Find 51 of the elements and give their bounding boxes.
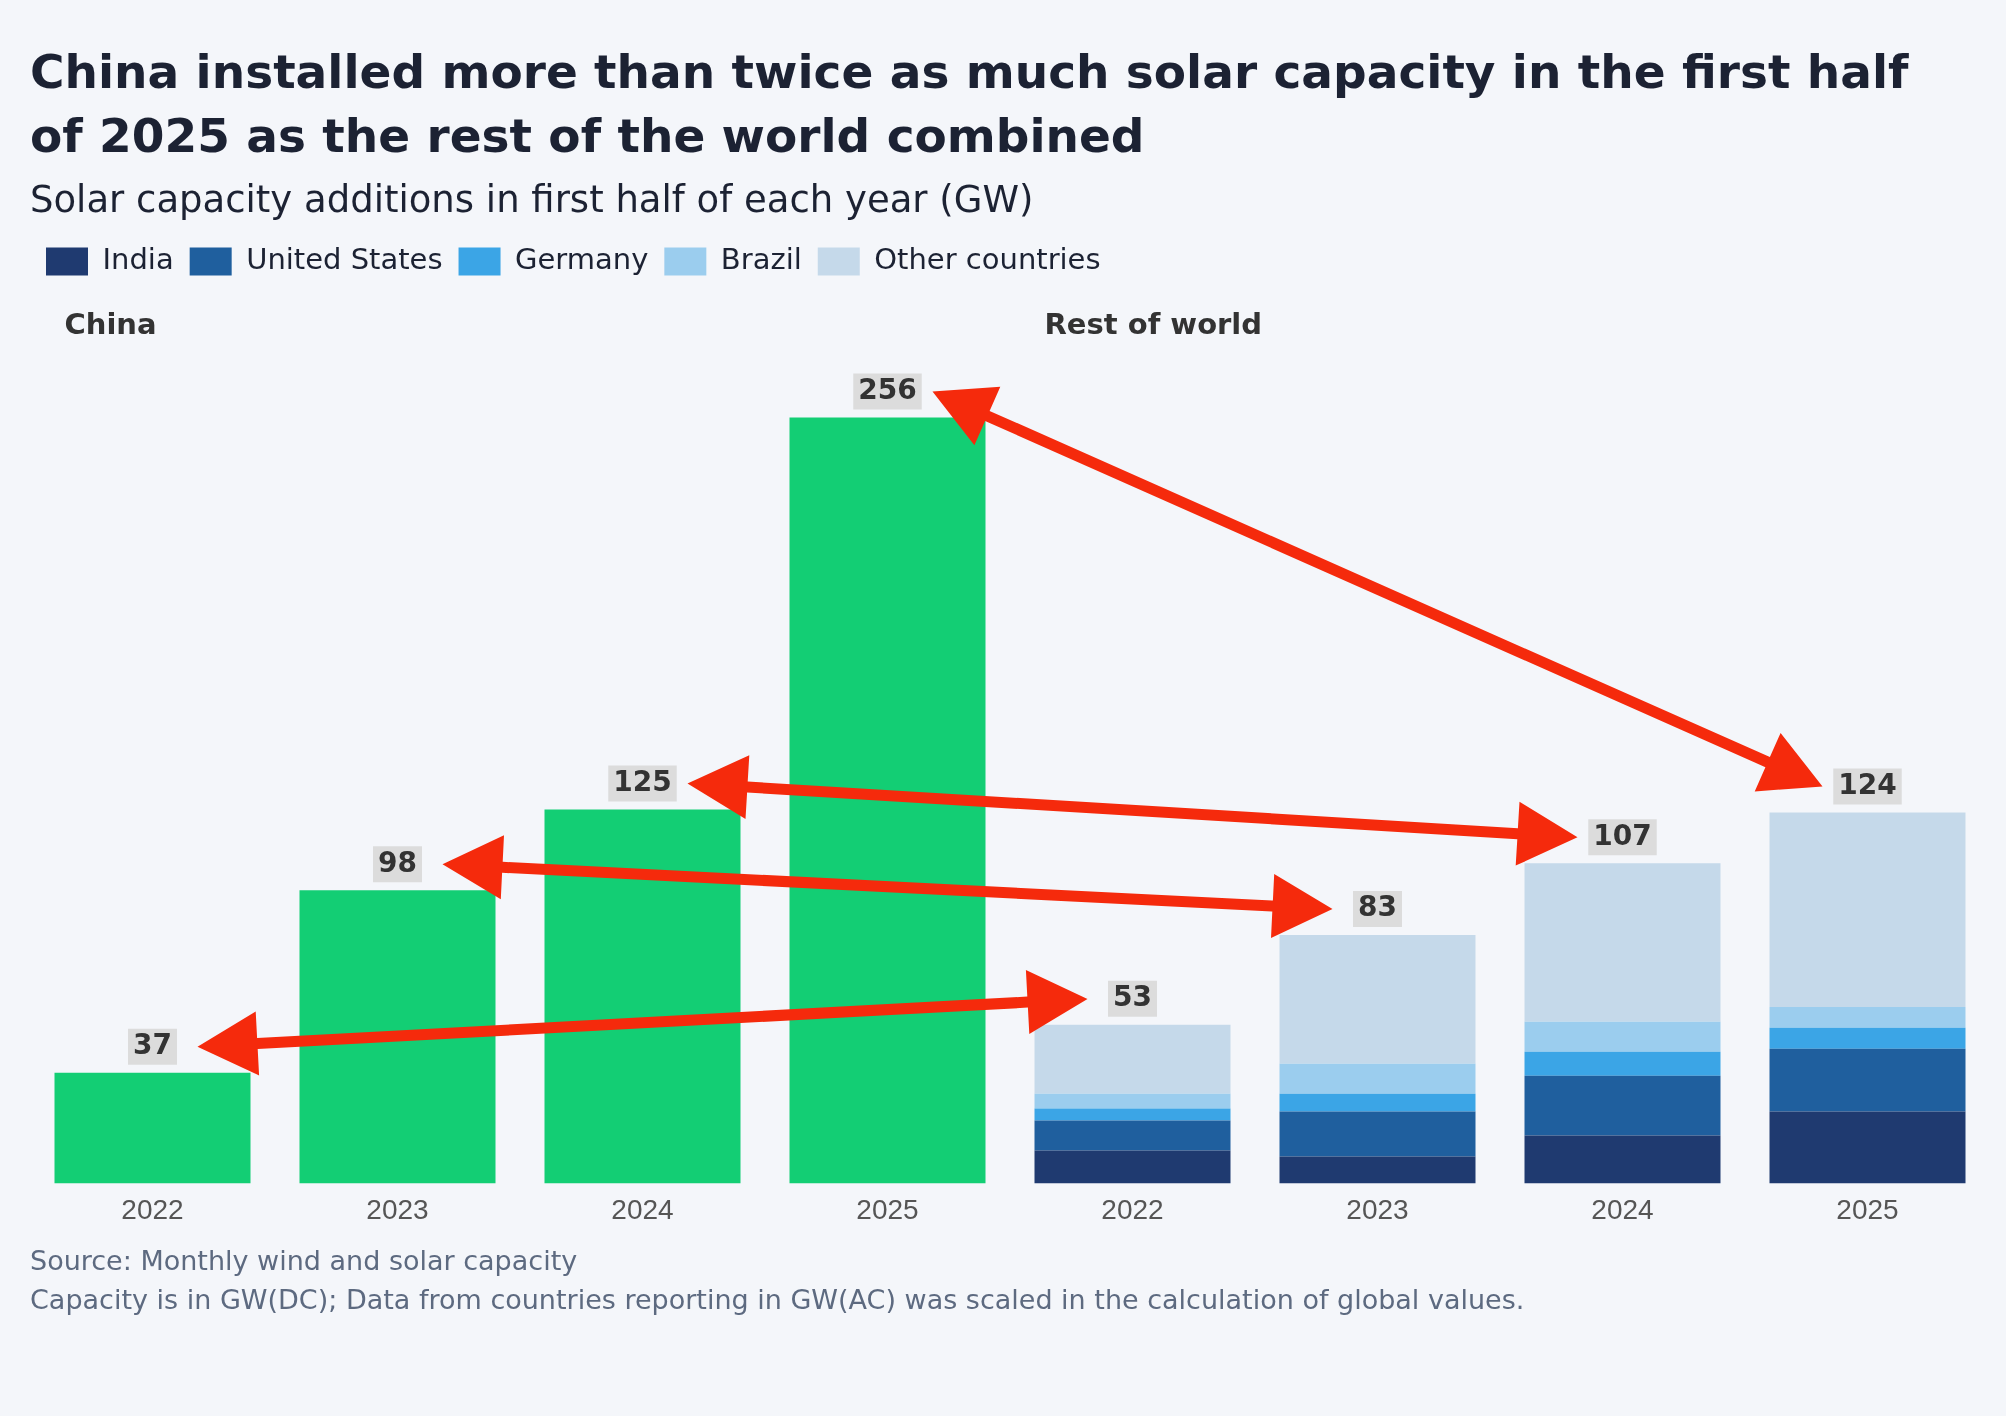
x-tick-label: 2023 [366, 1193, 429, 1225]
bar [1769, 1111, 1966, 1184]
bar [1279, 1111, 1476, 1157]
chart-title: China installed more than twice as much solar capacity in the first half of 2025 as the rest of the world combined [30, 43, 1910, 165]
chart-subtitle: Solar capacity additions in first half of each year (GW) [30, 178, 1035, 221]
bar [789, 417, 986, 1184]
bar [1034, 1150, 1231, 1184]
bar [1034, 1024, 1231, 1094]
bar [1524, 1021, 1721, 1052]
x-tick-label: 2025 [1836, 1193, 1899, 1225]
bar [544, 809, 741, 1184]
x-tick-label: 2024 [1591, 1193, 1654, 1225]
legend-label: India [102, 242, 174, 277]
bar [1279, 935, 1476, 1064]
data-label: 37 [133, 1028, 172, 1061]
bar [1769, 1027, 1966, 1049]
x-tick-label: 2025 [856, 1193, 919, 1225]
bar [1524, 1135, 1721, 1184]
data-label: 98 [378, 845, 417, 879]
legend-label: Germany [515, 242, 649, 277]
text: Capacity is in GW(DC); Data from countries reporting in GW(AC) was scaled in the calculation of global values. [30, 1284, 1526, 1315]
bar [1524, 1075, 1721, 1136]
bar [1279, 1156, 1476, 1184]
bar [1034, 1108, 1231, 1121]
total-label: 107 [1593, 818, 1652, 852]
bar [1769, 812, 1966, 1007]
legend-label: Brazil [720, 242, 802, 277]
source-note: Source: Monthly wind and solar capacity [30, 1245, 579, 1276]
legend-label: United States [246, 242, 443, 277]
text: Rest of world [1044, 306, 1263, 341]
bar [1524, 863, 1721, 1022]
bar [1279, 1063, 1476, 1094]
legend-label: Other countries [874, 242, 1101, 277]
x-tick-label: 2022 [121, 1193, 184, 1225]
data-label: 256 [858, 372, 917, 406]
x-tick-label: 2023 [1346, 1193, 1409, 1225]
bar [1034, 1093, 1231, 1109]
bar [1524, 1051, 1721, 1076]
bar [54, 1072, 251, 1184]
bar [1769, 1006, 1966, 1028]
bar [1769, 1048, 1966, 1112]
bar [1034, 1120, 1231, 1151]
total-label: 53 [1113, 980, 1152, 1014]
total-label: 83 [1358, 890, 1397, 924]
bar [299, 890, 496, 1184]
x-tick-label: 2022 [1101, 1193, 1164, 1225]
data-label: 125 [613, 764, 672, 798]
text: China [64, 306, 157, 341]
bar [1279, 1093, 1476, 1112]
x-tick-label: 2024 [611, 1193, 674, 1225]
total-label: 124 [1838, 767, 1897, 801]
